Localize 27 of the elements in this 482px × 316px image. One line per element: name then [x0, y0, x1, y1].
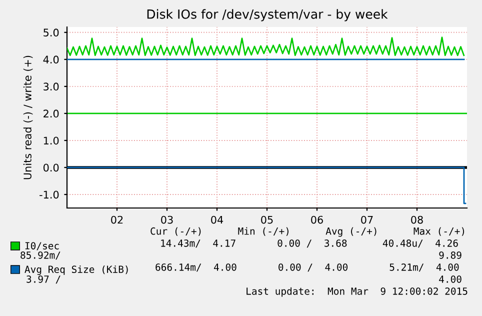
y-tick-label: 4.0	[43, 56, 59, 64]
y-tick-label: 1.0	[44, 136, 59, 145]
text: 4.00	[439, 275, 462, 283]
x-tick-label: 04	[211, 216, 224, 224]
text: Last update: Mon Mar 9 12:00:02 2015	[246, 287, 468, 297]
x-tick-label: 07	[361, 216, 373, 224]
x-tick-label: 05	[261, 216, 273, 224]
text: Cur (-/+) Min (-/+) Avg (-/+) Max (-/+)	[150, 227, 464, 237]
y-tick-label: 3.0	[44, 82, 59, 91]
text: 85.92m/	[20, 251, 60, 260]
legend-label: I0/sec	[25, 242, 59, 250]
text: 3.97 /	[26, 275, 60, 284]
y-tick-label: 0.0	[43, 164, 59, 172]
y-tick-label: 5.0	[44, 28, 59, 37]
x-tick-label: 02	[111, 216, 123, 224]
y-axis-title: Units read (-) / write (+)	[23, 56, 33, 180]
legend-label: Avg Req Size (KiB)	[24, 265, 128, 275]
y-tick-label: 2.0	[44, 110, 59, 118]
chart-title: Disk IOs for /dev/system/var - by week	[147, 9, 388, 22]
line-series	[67, 36, 465, 56]
text: 14.43m/ 4.17 0.00 / 3.68 40.48u/ 4.26	[161, 239, 458, 248]
y-tick-label: -1.0	[40, 190, 59, 199]
x-tick-label: 03	[161, 216, 173, 224]
x-tick-label: 08	[411, 216, 423, 224]
x-tick-label: 06	[311, 216, 323, 224]
text: 9.89	[439, 251, 462, 259]
text: 666.14m/ 4.00 0.00 / 4.00 5.21m/ 4.00	[156, 263, 459, 272]
